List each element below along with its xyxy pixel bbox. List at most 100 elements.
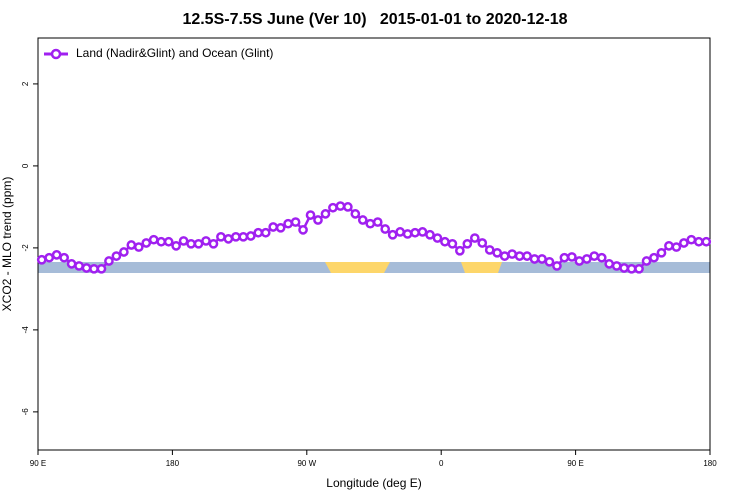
land-patch: [325, 262, 390, 273]
data-point: [522, 251, 532, 261]
data-point: [701, 236, 712, 247]
data-point: [141, 238, 152, 248]
data-point: [380, 224, 391, 234]
x-tick-label: 90 E: [30, 459, 46, 468]
data-point: [425, 229, 435, 240]
data-point: [268, 222, 279, 232]
data-point: [156, 236, 167, 247]
data-point: [529, 254, 540, 264]
data-point: [208, 238, 219, 249]
data-point: [626, 263, 637, 274]
data-point: [328, 202, 338, 213]
data-point: [148, 234, 159, 245]
data-point: [469, 233, 480, 243]
data-point: [656, 247, 667, 258]
x-tick-label: 180: [703, 459, 717, 468]
data-point: [514, 251, 525, 261]
data-point: [238, 231, 249, 242]
data-point: [66, 259, 77, 269]
data-point: [223, 234, 234, 244]
data-point: [537, 254, 547, 264]
data-point: [305, 210, 316, 220]
legend-marker: [50, 48, 62, 60]
data-point: [402, 229, 413, 239]
data-point: [350, 209, 361, 219]
data-point: [410, 227, 420, 238]
data-point: [253, 227, 264, 238]
data-point: [544, 256, 555, 267]
data-point: [283, 218, 293, 229]
data-point: [74, 261, 84, 271]
data-point: [186, 238, 196, 249]
data-point: [163, 236, 174, 247]
data-point: [455, 245, 465, 256]
y-tick-label: -4: [21, 326, 30, 334]
data-point: [275, 222, 286, 233]
data-point: [216, 231, 226, 242]
data-point: [201, 236, 211, 246]
legend: Land (Nadir&Glint) and Ocean (Glint): [44, 46, 273, 60]
data-point: [343, 202, 353, 212]
data-point: [260, 227, 271, 238]
data-point: [44, 252, 55, 263]
data-point: [477, 238, 488, 248]
data-point: [178, 236, 189, 246]
data-point: [693, 236, 704, 247]
x-axis-label: Longitude (deg E): [326, 476, 421, 490]
data-point: [634, 263, 644, 274]
land-patch: [461, 262, 502, 273]
data-point: [395, 227, 405, 237]
data-point: [313, 215, 323, 225]
data-point: [484, 245, 495, 255]
chart-title: 12.5S-7.5S June (Ver 10) 2015-01-01 to 2…: [182, 11, 567, 28]
data-point: [51, 250, 62, 260]
data-point: [440, 236, 450, 247]
y-tick-label: -2: [21, 244, 30, 252]
data-point: [320, 209, 331, 219]
data-point: [290, 217, 301, 227]
data-point: [126, 240, 137, 250]
data-point: [589, 251, 600, 261]
data-point: [619, 263, 629, 273]
data-point: [641, 256, 652, 266]
data-point: [574, 256, 585, 266]
data-point: [171, 240, 181, 251]
surface-strip: [38, 262, 710, 273]
data-point: [372, 217, 383, 227]
y-axis-label: XCO2 - MLO trend (ppm): [0, 177, 14, 312]
x-tick-label: 90 E: [567, 459, 583, 468]
data-point: [671, 242, 682, 252]
data-point: [133, 242, 144, 252]
data-point: [507, 249, 517, 259]
data-point: [611, 261, 622, 271]
data-point: [462, 238, 473, 249]
data-point: [111, 251, 122, 261]
data-point: [119, 247, 129, 257]
data-point: [417, 227, 428, 237]
data-point: [245, 231, 256, 241]
data-point: [193, 238, 204, 249]
x-tick-label: 90 W: [297, 459, 316, 468]
data-point: [96, 263, 107, 274]
y-tick-label: 0: [21, 163, 30, 168]
data-point: [365, 218, 376, 229]
data-point: [36, 254, 47, 265]
data-point: [81, 263, 92, 273]
data-point: [357, 215, 368, 225]
data-point: [104, 256, 114, 266]
data-point: [231, 231, 241, 242]
data-point: [567, 252, 577, 262]
data-point: [686, 234, 697, 245]
data-point: [581, 254, 592, 264]
data-point: [552, 261, 562, 271]
data-point: [335, 201, 346, 211]
data-point: [432, 233, 443, 243]
data-point: [492, 247, 503, 258]
x-tick-label: 180: [166, 459, 180, 468]
data-point: [59, 252, 69, 263]
data-point: [447, 238, 458, 249]
data-point: [89, 263, 99, 274]
data-point: [298, 225, 308, 235]
